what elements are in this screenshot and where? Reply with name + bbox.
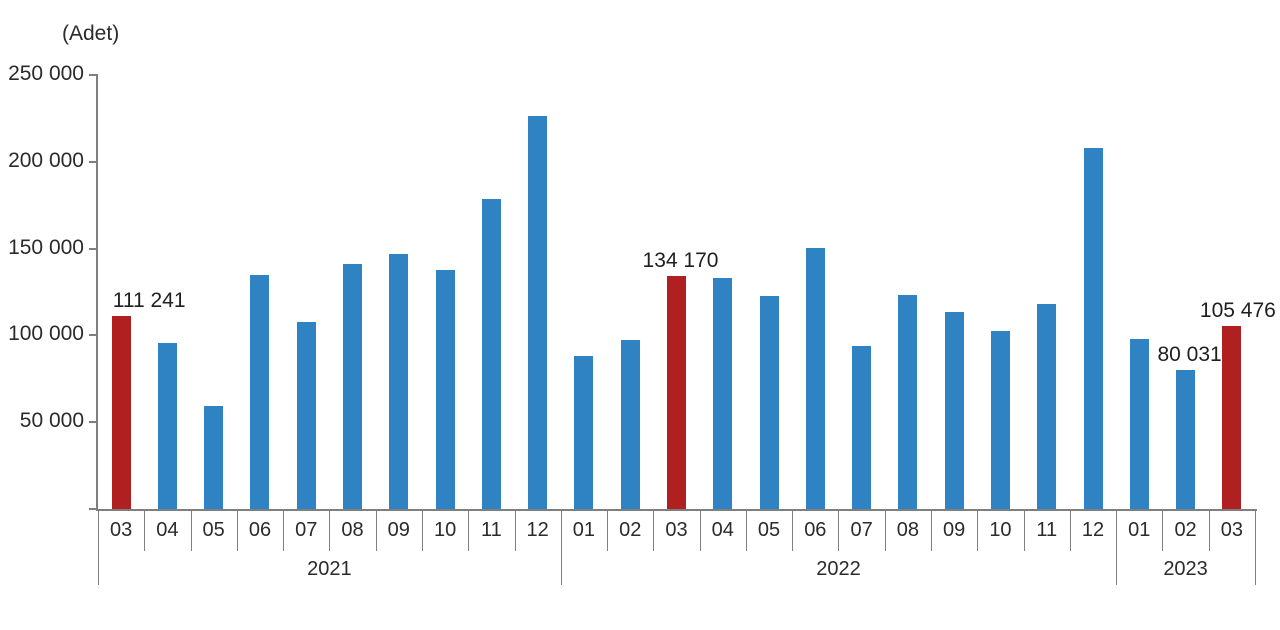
month-separator (1023, 511, 1025, 551)
x-month-label-2022-05: 05 (757, 519, 781, 541)
month-separator (977, 511, 979, 551)
month-separator (745, 511, 747, 551)
bar-2022-12 (1083, 147, 1103, 509)
x-month-label-2023-03: 03 (1220, 519, 1243, 541)
month-separator (792, 511, 794, 551)
bar-2021-09 (389, 253, 409, 509)
bar-2021-06 (250, 275, 270, 509)
x-month-label-2022-01: 01 (572, 519, 596, 541)
x-month-label-2022-09: 09 (943, 519, 966, 541)
year-label-2021: 2021 (307, 558, 352, 580)
month-separator (236, 511, 238, 551)
y-axis-tick (89, 160, 98, 163)
bar-2022-07 (852, 345, 872, 509)
x-month-label-2022-08: 08 (896, 519, 919, 541)
value-annotation-2022-03: 134 170 (642, 249, 719, 273)
x-month-label-2021-07: 07 (295, 519, 318, 541)
month-separator (931, 511, 933, 551)
month-separator (653, 511, 655, 551)
bar-2021-04 (157, 342, 177, 509)
bar-2023-03 (1222, 325, 1242, 509)
x-month-label-2021-05: 05 (202, 519, 225, 541)
x-month-label-2022-03: 03 (665, 519, 688, 541)
x-month-label-2022-06: 06 (804, 519, 827, 541)
value-annotation-2023-02: 80 031 (1157, 343, 1222, 367)
month-separator (190, 511, 192, 551)
bar-2022-02 (620, 339, 640, 509)
bar-2022-05 (759, 295, 779, 509)
x-month-label-2022-02: 02 (619, 519, 642, 541)
x-month-label-2021-04: 04 (156, 519, 179, 541)
x-month-label-2021-10: 10 (433, 519, 457, 541)
y-axis-tick (89, 421, 98, 424)
month-separator (884, 511, 886, 551)
y-axis-tick (89, 508, 98, 510)
month-separator (468, 511, 470, 551)
year-boundary-line (560, 511, 562, 585)
y-axis-tick (89, 247, 98, 250)
month-separator (421, 511, 423, 551)
y-axis-label: 150 000 (8, 235, 84, 259)
bar-2023-01 (1129, 339, 1149, 509)
y-axis-line (96, 75, 98, 511)
x-month-label-2021-09: 09 (387, 519, 410, 541)
y-axis-label: 50 000 (19, 409, 84, 433)
year-boundary-line (1116, 511, 1118, 585)
y-axis-label: 200 000 (8, 148, 84, 172)
y-axis-label: 100 000 (8, 322, 84, 346)
month-separator (607, 511, 609, 551)
bar-2021-07 (296, 321, 316, 509)
bar-2022-03 (667, 276, 686, 509)
bar-2022-01 (574, 355, 594, 509)
year-boundary-line (1255, 511, 1256, 585)
month-separator (375, 511, 377, 551)
x-month-label-2022-10: 10 (989, 519, 1012, 541)
month-separator (514, 511, 516, 551)
bar-2022-11 (1037, 304, 1057, 509)
y-axis-label: 250 000 (8, 62, 84, 85)
x-month-label-2021-12: 12 (526, 519, 549, 541)
x-month-label-2022-11: 11 (1036, 519, 1058, 541)
year-label-2022: 2022 (816, 558, 861, 580)
value-annotation-2021-03: 111 241 (112, 288, 186, 312)
x-month-label-2023-02: 02 (1174, 519, 1197, 541)
month-separator (699, 511, 701, 551)
month-separator (329, 511, 331, 551)
month-separator (144, 511, 146, 551)
y-axis-tick (89, 74, 98, 76)
x-month-label-2022-12: 12 (1081, 519, 1105, 541)
x-month-label-2021-08: 08 (341, 519, 364, 541)
x-axis-line (96, 509, 1257, 511)
month-separator (838, 511, 840, 551)
bar-2021-11 (481, 198, 501, 509)
bar-2021-03 (111, 315, 131, 509)
bar-2022-10 (990, 330, 1010, 509)
month-separator (1162, 511, 1164, 551)
x-month-label-2021-11: 11 (480, 519, 502, 541)
bar-2022-06 (805, 247, 825, 509)
x-month-label-2023-01: 01 (1128, 519, 1151, 541)
bar-2022-04 (713, 278, 733, 509)
bar-2023-02 (1176, 370, 1196, 509)
x-month-label-2022-04: 04 (711, 519, 734, 541)
bar-2021-10 (435, 270, 455, 509)
month-separator (1069, 511, 1071, 551)
y-axis-unit-label: (Adet) (62, 22, 120, 45)
bar-2021-08 (343, 263, 363, 509)
bar-2021-05 (204, 406, 224, 509)
month-separator (283, 511, 285, 551)
value-annotation-2023-03: 105 476 (1199, 298, 1276, 322)
year-boundary-line (98, 511, 99, 585)
bar-2021-12 (528, 115, 548, 509)
x-month-label-2021-03: 03 (110, 519, 133, 541)
x-month-label-2022-07: 07 (850, 519, 873, 541)
month-separator (1208, 511, 1210, 551)
y-axis-tick (89, 334, 98, 337)
bar-2022-08 (898, 294, 918, 509)
bar-2022-09 (944, 312, 964, 509)
x-month-label-2021-06: 06 (248, 519, 272, 541)
year-label-2023: 2023 (1163, 558, 1208, 580)
